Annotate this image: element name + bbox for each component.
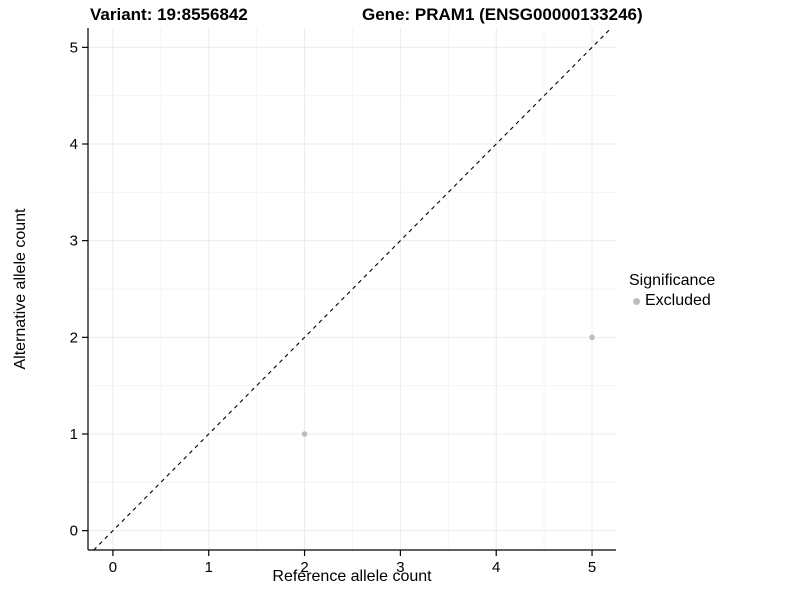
- plot-title-variant: Variant: 19:8556842: [90, 5, 248, 24]
- legend-item-label: Excluded: [645, 292, 711, 309]
- data-point: [589, 334, 595, 341]
- x-tick-label: 4: [492, 559, 500, 576]
- data-point: [301, 431, 308, 437]
- y-tick-label: 0: [70, 523, 78, 540]
- x-tick-label: 3: [396, 559, 404, 576]
- plot-title-gene: Gene: PRAM1 (ENSG00000133246): [362, 5, 643, 24]
- y-axis-label: Alternative allele count: [12, 208, 29, 370]
- legend-point-icon: [633, 297, 640, 305]
- x-tick-label: 0: [109, 559, 117, 576]
- identity-line: [92, 28, 612, 550]
- y-tick-label: 3: [70, 233, 78, 250]
- x-tick-label: 5: [588, 559, 596, 576]
- y-tick-label: 4: [70, 136, 78, 153]
- x-tick-label: 2: [300, 559, 308, 576]
- y-tick-label: 2: [70, 329, 78, 346]
- legend-title: Significance: [629, 272, 716, 289]
- legend: Significance Excluded: [629, 272, 715, 310]
- x-tick-label: 1: [205, 559, 213, 576]
- x-axis-label: Reference allele count: [272, 568, 432, 585]
- y-tick-label: 5: [70, 39, 78, 56]
- y-tick-label: 1: [70, 426, 78, 443]
- legend-item-excluded: Excluded: [629, 292, 715, 310]
